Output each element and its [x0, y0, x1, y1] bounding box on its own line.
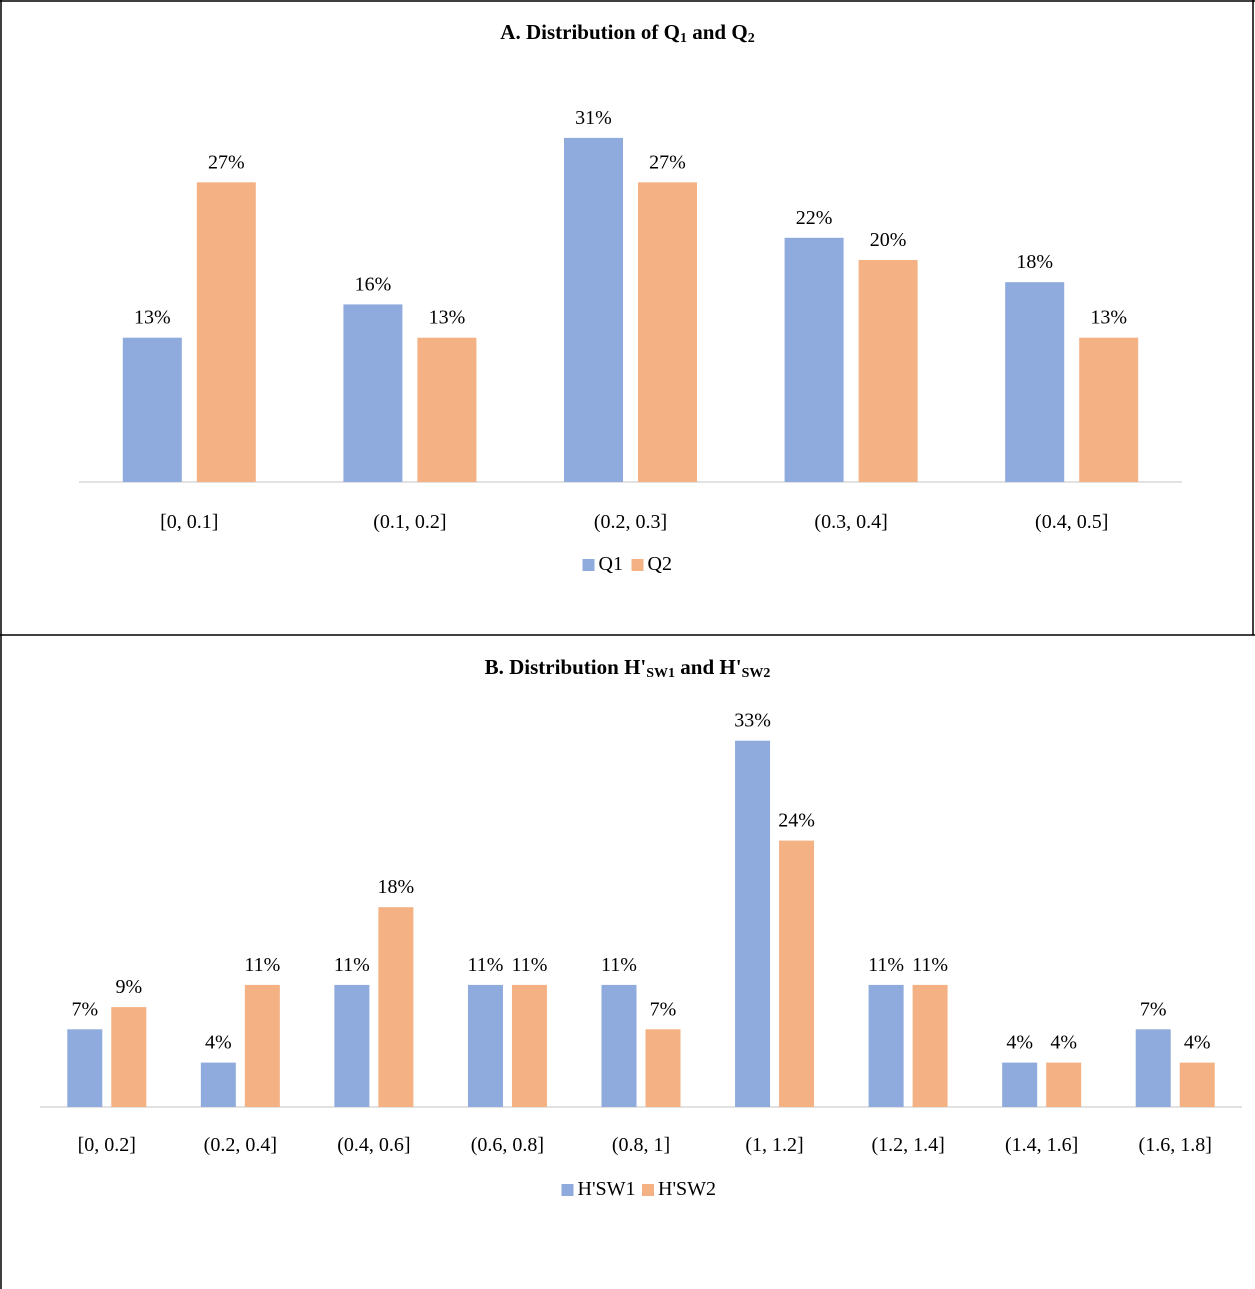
chart-a-plot: 13% 27% [0, 0.1] 16% 13% (0.1, 0.2] 31% 27% (0.2…: [79, 107, 1182, 575]
chart-a-data-label-2-4: 20%: [870, 229, 907, 251]
chart-b-tick-label-7: (1.2, 1.4]: [871, 1134, 944, 1156]
chart-b-data-label-2-7: 11%: [912, 954, 948, 976]
chart-b-bar-2-6: [779, 840, 815, 1107]
chart-b-bar-2-2: [244, 984, 280, 1107]
chart-b-bar-2-4: [511, 984, 547, 1107]
chart-a-legend-swatch-1: [582, 559, 595, 571]
chart-a-bar-2-3: [638, 182, 697, 483]
chart-b-data-label-1-7: 11%: [868, 954, 904, 976]
chart-a-tick-label-4: (0.3, 0.4]: [814, 511, 887, 533]
chart-a-bar-1-1: [122, 337, 182, 482]
chart-a-bar-1-5: [1005, 282, 1065, 482]
chart-b-data-label-2-3: 18%: [378, 876, 415, 898]
chart-b-data-label-1-9: 7%: [1140, 998, 1167, 1020]
chart-b-bar-1-5: [601, 984, 637, 1107]
chart-b-data-label-1-2: 4%: [205, 1032, 232, 1054]
chart-a-title: A. Distribution of Q1 and Q2: [500, 20, 755, 46]
chart-b-data-label-1-1: 7%: [71, 998, 98, 1020]
chart-b-data-label-1-6: 33%: [734, 710, 771, 732]
chart-b-bar-1-7: [868, 984, 904, 1107]
chart-a-data-label-2-2: 13%: [429, 307, 466, 329]
chart-a-tick-label-3: (0.2, 0.3]: [594, 511, 667, 533]
chart-b-legend-label-1: H'SW1: [578, 1178, 636, 1200]
chart-b-bar-1-2: [200, 1062, 236, 1107]
chart-a-legend-label-2: Q2: [648, 553, 672, 575]
chart-b-data-label-2-6: 24%: [778, 810, 815, 832]
chart-b-bar-2-8: [1046, 1062, 1082, 1107]
chart-a-data-label-1-4: 22%: [796, 207, 833, 229]
chart-a-bar-1-4: [784, 237, 844, 482]
chart-a-data-label-1-5: 18%: [1016, 251, 1053, 273]
chart-b-data-label-2-8: 4%: [1050, 1032, 1077, 1054]
chart-b-data-label-2-2: 11%: [244, 954, 280, 976]
chart-a-data-label-2-5: 13%: [1090, 307, 1127, 329]
chart-b-tick-label-6: (1, 1.2]: [745, 1134, 803, 1156]
chart-b-bar-1-1: [67, 1029, 103, 1107]
chart-b-data-label-1-3: 11%: [334, 954, 370, 976]
chart-a-bar-2-2: [417, 337, 477, 482]
chart-b-bar-1-4: [467, 984, 503, 1107]
chart-b-bar-1-3: [334, 984, 370, 1107]
chart-b-legend-swatch-2: [642, 1184, 654, 1196]
chart-b-title: B. Distribution H'SW1 and H'SW2: [484, 655, 771, 681]
chart-b-legend: H'SW1 H'SW2: [561, 1178, 716, 1200]
chart-b-bar-2-7: [912, 984, 948, 1107]
chart-a-tick-label-5: (0.4, 0.5]: [1035, 511, 1108, 533]
chart-a-bar-2-5: [1079, 337, 1139, 482]
chart-b-data-label-1-5: 11%: [601, 954, 637, 976]
chart-b-tick-label-9: (1.6, 1.8]: [1139, 1134, 1212, 1156]
chart-b-data-label-2-1: 9%: [115, 976, 142, 998]
chart-b-bar-2-3: [378, 907, 414, 1107]
chart-b-bar-1-9: [1135, 1029, 1171, 1107]
chart-b-tick-label-5: (0.8, 1]: [612, 1134, 670, 1156]
chart-b-bar-1-6: [735, 740, 771, 1107]
chart-b-data-label-2-5: 7%: [650, 998, 677, 1020]
chart-a-data-label-1-2: 16%: [355, 273, 392, 295]
chart-a-legend-swatch-2: [631, 559, 644, 571]
chart-b-plot: 7% 9% [0, 0.2] 4% 11% (0.2, 0.4] 11% 18% (0.4, 0…: [40, 710, 1242, 1200]
chart-b-tick-label-1: [0, 0.2]: [78, 1134, 136, 1156]
chart-b-tick-label-8: (1.4, 1.6]: [1005, 1134, 1078, 1156]
chart-a-bar-1-2: [343, 304, 403, 482]
chart-a-tick-label-2: (0.1, 0.2]: [373, 511, 446, 533]
chart-a-panel: A. Distribution of Q1 and Q2 13% 27% [0, 0…: [0, 0, 1255, 635]
chart-b-panel: B. Distribution H'SW1 and H'SW2 7% 9% [0, …: [0, 635, 1255, 1289]
chart-b-bar-1-8: [1002, 1062, 1038, 1107]
chart-a-bar-2-1: [196, 182, 256, 483]
chart-a-bar-2-4: [858, 260, 918, 482]
chart-b-data-label-1-4: 11%: [467, 954, 503, 976]
chart-a-data-label-1-3: 31%: [575, 107, 612, 129]
chart-a-data-label-2-1: 27%: [208, 151, 245, 173]
chart-a-data-label-2-3: 27%: [649, 151, 686, 173]
chart-b-data-label-1-8: 4%: [1006, 1032, 1033, 1054]
chart-b-data-label-2-9: 4%: [1184, 1032, 1211, 1054]
chart-b-legend-swatch-1: [561, 1184, 574, 1196]
chart-a-tick-label-1: [0, 0.1]: [160, 511, 218, 533]
chart-a-legend: Q1 Q2: [582, 553, 672, 575]
chart-b-tick-label-4: (0.6, 0.8]: [471, 1134, 544, 1156]
chart-a-bar-1-3: [564, 137, 623, 482]
chart-b-bar-2-9: [1179, 1062, 1215, 1107]
chart-a-data-label-1-1: 13%: [134, 307, 171, 329]
chart-b-legend-label-2: H'SW2: [658, 1178, 716, 1200]
chart-b-bar-2-5: [645, 1029, 681, 1107]
chart-b-tick-label-2: (0.2, 0.4]: [204, 1134, 277, 1156]
chart-b-tick-label-3: (0.4, 0.6]: [337, 1134, 410, 1156]
chart-b-data-label-2-4: 11%: [511, 954, 547, 976]
chart-b-bar-2-1: [111, 1007, 147, 1107]
chart-a-legend-label-1: Q1: [599, 553, 623, 575]
